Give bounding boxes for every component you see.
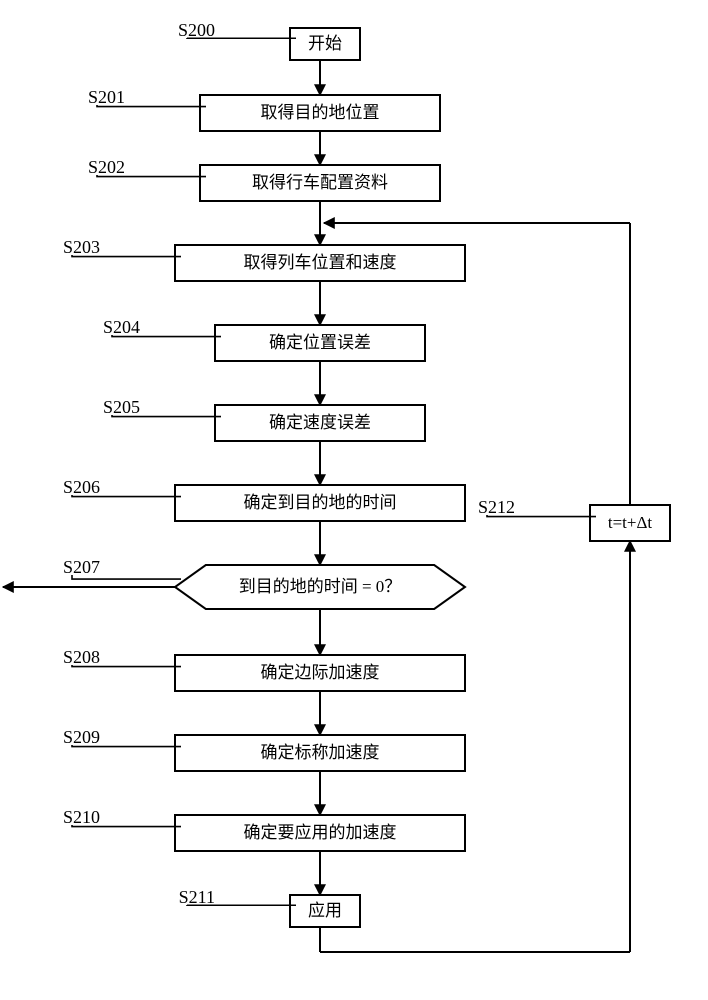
node-text: 确定到目的地的时间: [244, 493, 397, 512]
node-text: 取得目的地位置: [261, 103, 380, 122]
step-label: S204: [103, 317, 140, 337]
step-label: S211: [179, 887, 215, 907]
step-label: S210: [63, 807, 100, 827]
step-label: S205: [103, 397, 140, 417]
node-text: 确定标称加速度: [261, 743, 380, 762]
step-label: S200: [178, 20, 215, 40]
node-text: 确定边际加速度: [261, 663, 380, 682]
step-label: S201: [88, 87, 125, 107]
step-label: S206: [63, 477, 100, 497]
node-text: 确定位置误差: [269, 333, 371, 352]
node-text: 确定要应用的加速度: [244, 823, 397, 842]
step-label: S207: [63, 557, 100, 577]
node-text: 取得行车配置资料: [252, 173, 388, 192]
step-label: S212: [478, 497, 515, 517]
node-text: 确定速度误差: [269, 413, 371, 432]
node-text: 应用: [308, 901, 342, 920]
node-text: t=t+Δt: [608, 513, 653, 532]
step-label: S208: [63, 647, 100, 667]
node-text: 开始: [308, 34, 342, 53]
step-label: S202: [88, 157, 125, 177]
node-text: 取得列车位置和速度: [244, 253, 397, 272]
decision-text: 到目的地的时间 = 0？: [239, 577, 402, 596]
step-label: S203: [63, 237, 100, 257]
step-label: S209: [63, 727, 100, 747]
